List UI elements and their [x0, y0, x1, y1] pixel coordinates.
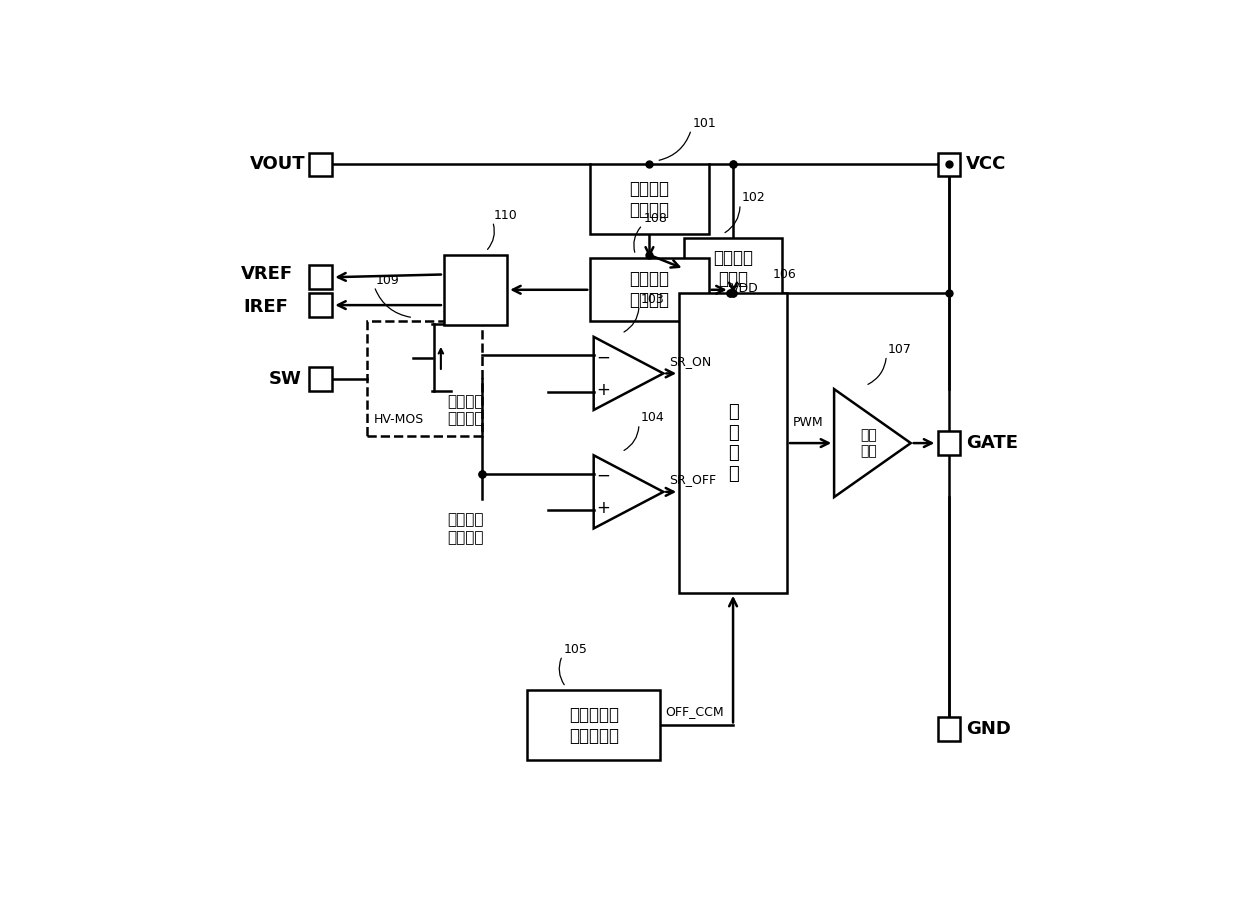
FancyBboxPatch shape: [590, 259, 709, 321]
Text: 102: 102: [742, 191, 765, 205]
Text: 连续模式工
作机制电路: 连续模式工 作机制电路: [569, 706, 619, 745]
Text: 驱动
电路: 驱动 电路: [861, 428, 878, 458]
Text: 第二电压
生成电路: 第二电压 生成电路: [630, 271, 670, 310]
Text: 110: 110: [494, 209, 518, 222]
Text: IREF: IREF: [243, 298, 288, 316]
Text: SR_OFF: SR_OFF: [668, 473, 715, 486]
Text: SW: SW: [269, 370, 301, 388]
Text: 108: 108: [644, 212, 667, 225]
FancyBboxPatch shape: [680, 293, 787, 593]
Text: 105: 105: [564, 643, 588, 656]
Text: 第一电压
生成电路: 第一电压 生成电路: [630, 180, 670, 219]
FancyBboxPatch shape: [684, 237, 782, 300]
Text: 103: 103: [640, 292, 665, 306]
FancyBboxPatch shape: [309, 367, 331, 391]
Text: PWM: PWM: [792, 416, 823, 429]
FancyBboxPatch shape: [527, 691, 660, 760]
FancyBboxPatch shape: [444, 255, 507, 325]
FancyBboxPatch shape: [367, 321, 482, 436]
Text: −: −: [596, 467, 610, 485]
Text: GATE: GATE: [966, 434, 1018, 452]
Text: 107: 107: [888, 343, 911, 356]
Text: OFF_CCM: OFF_CCM: [666, 705, 724, 719]
Text: 104: 104: [640, 411, 665, 424]
FancyBboxPatch shape: [590, 165, 709, 234]
Text: HV-MOS: HV-MOS: [374, 413, 424, 425]
Text: 第一阈值
电压信号: 第一阈值 电压信号: [448, 395, 484, 426]
FancyBboxPatch shape: [309, 153, 331, 176]
Text: VDD: VDD: [730, 282, 759, 295]
FancyBboxPatch shape: [937, 717, 960, 740]
Text: 欠压比较
器电路: 欠压比较 器电路: [713, 250, 753, 289]
FancyBboxPatch shape: [309, 265, 331, 289]
Text: GND: GND: [966, 719, 1011, 738]
Text: VOUT: VOUT: [250, 156, 306, 174]
Text: −: −: [596, 348, 610, 367]
FancyBboxPatch shape: [937, 432, 960, 455]
Text: 101: 101: [693, 117, 717, 129]
Text: VREF: VREF: [241, 265, 293, 282]
Text: 第二阈值
电压信号: 第二阈值 电压信号: [448, 512, 484, 545]
Text: 106: 106: [773, 268, 797, 281]
Text: 109: 109: [376, 273, 399, 287]
Text: VCC: VCC: [966, 156, 1006, 174]
Text: +: +: [596, 499, 610, 517]
Text: +: +: [596, 381, 610, 398]
Text: SR_ON: SR_ON: [668, 355, 712, 367]
Text: 逻
辑
电
路: 逻 辑 电 路: [728, 403, 739, 483]
FancyBboxPatch shape: [309, 293, 331, 317]
FancyBboxPatch shape: [937, 153, 960, 176]
